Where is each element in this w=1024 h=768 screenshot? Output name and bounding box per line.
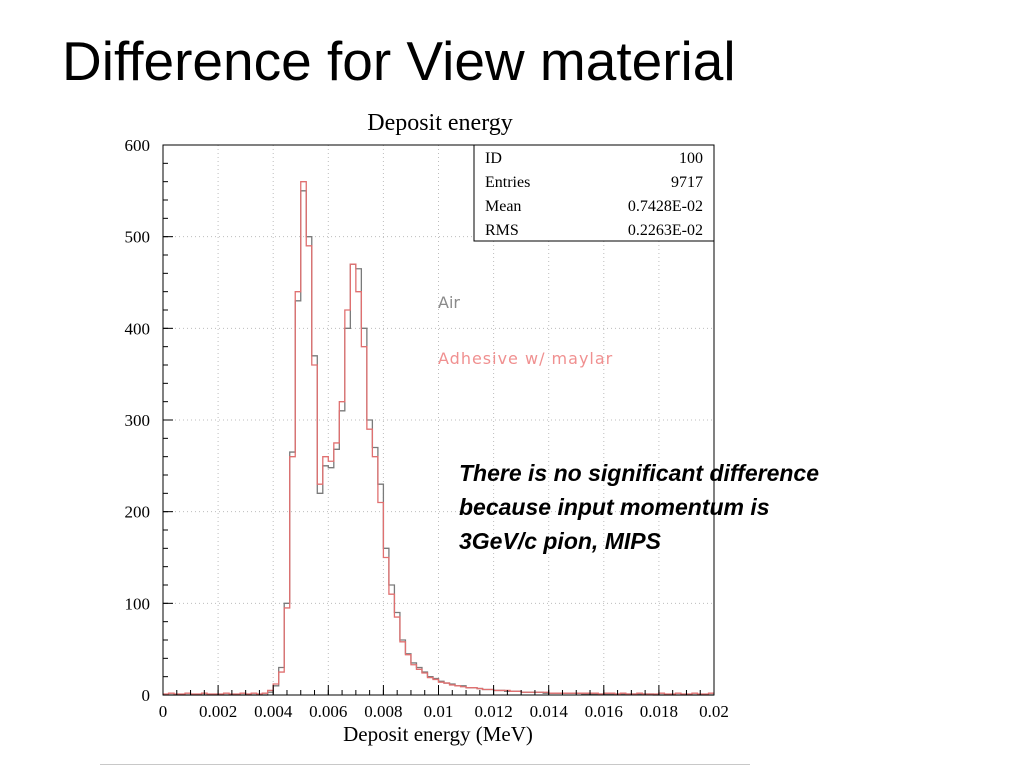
chart-title: Deposit energy	[367, 110, 513, 136]
footer-divider	[100, 764, 750, 765]
series-line-air	[163, 190, 714, 696]
stats-label: Entries	[485, 174, 530, 191]
stats-label: Mean	[485, 198, 521, 215]
stats-label: ID	[485, 150, 502, 167]
series-layer	[163, 181, 714, 696]
x-tick-label: 0.002	[199, 702, 237, 721]
series-line-adhesive-w-maylar	[163, 181, 714, 695]
note-line-2: because input momentum is	[459, 494, 770, 520]
y-tick-label: 100	[125, 594, 151, 613]
y-tick-label: 400	[125, 319, 151, 338]
x-tick-label: 0	[159, 702, 168, 721]
y-tick-label: 200	[125, 503, 151, 522]
x-tick-label: 0.012	[474, 702, 512, 721]
stats-box-frame	[473, 144, 715, 242]
stats-value: 9717	[671, 174, 703, 191]
stats-value: 100	[679, 150, 703, 167]
y-tick-label: 600	[125, 136, 151, 155]
x-tick-label: 0.018	[640, 702, 678, 721]
x-tick-label: 0.02	[699, 702, 729, 721]
slide-title: Difference for View material	[62, 30, 736, 92]
y-tick-label: 500	[125, 228, 151, 247]
x-tick-label: 0.006	[309, 702, 347, 721]
stats-value: 0.7428E-02	[628, 198, 703, 215]
y-tick-label: 0	[142, 686, 151, 705]
x-tick-label: 0.01	[424, 702, 454, 721]
y-tick-label: 300	[125, 411, 151, 430]
stats-box: ID 100 Entries 9717 Mean 0.7428E-02 RMS 0.2263E…	[473, 144, 715, 242]
x-axis: 0 0.002 0.004 0.006 0.008 0.01 0.012 0.014 0.016…	[159, 685, 729, 721]
stats-value: 0.2263E-02	[628, 222, 703, 239]
note-line-3: 3GeV/c pion, MIPS	[459, 528, 661, 554]
legend-adhesive: Adhesive w/ maylar	[438, 349, 613, 368]
slide-note: There is no significant difference becau…	[459, 456, 929, 558]
note-line-1: There is no significant difference	[459, 460, 819, 486]
stats-label: RMS	[485, 222, 519, 239]
x-tick-label: 0.008	[364, 702, 402, 721]
y-axis: 0 100 200 300 400 500 600	[125, 136, 173, 705]
x-tick-label: 0.004	[254, 702, 293, 721]
legend-air: Air	[438, 293, 460, 312]
x-tick-label: 0.016	[585, 702, 623, 721]
x-axis-label: Deposit energy (MeV)	[343, 722, 533, 746]
x-tick-label: 0.014	[530, 702, 569, 721]
